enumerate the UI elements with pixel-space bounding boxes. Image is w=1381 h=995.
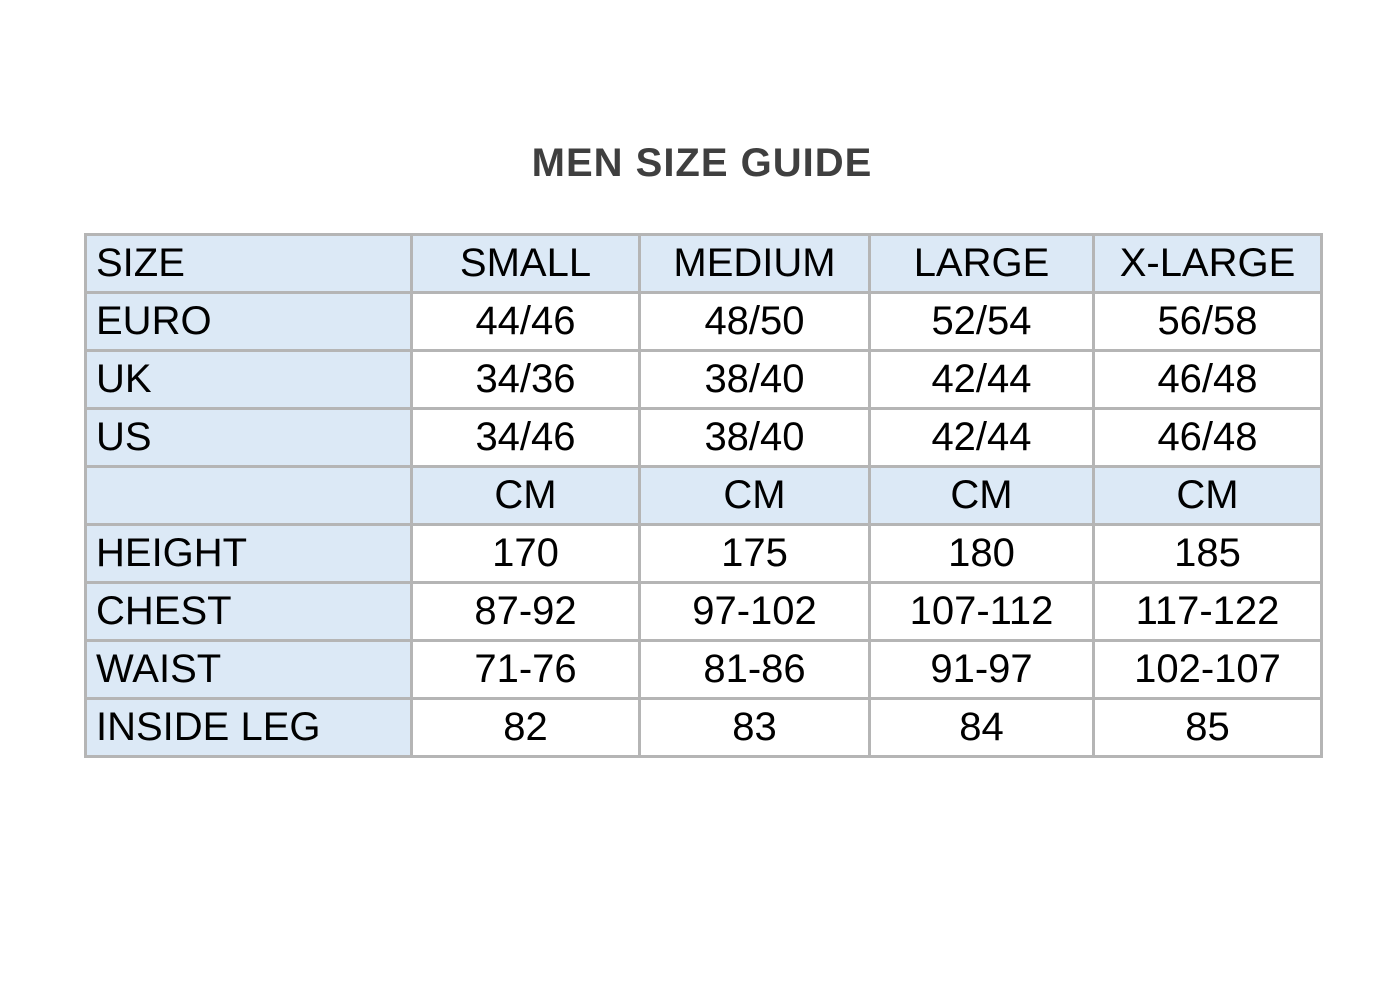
size-value-cell: 52/54: [868, 291, 1095, 352]
size-value-cell: 46/48: [1092, 349, 1323, 410]
table-row-height: HEIGHT 170 175 180 185: [84, 523, 1323, 584]
size-value-cell: 81-86: [638, 639, 871, 700]
size-value-cell: 91-97: [868, 639, 1095, 700]
size-value-cell: 107-112: [868, 581, 1095, 642]
size-value-cell: 87-92: [410, 581, 641, 642]
unit-cell: CM: [868, 465, 1095, 526]
column-header-size: SIZE: [84, 233, 413, 294]
column-header-x-large: X-LARGE: [1092, 233, 1323, 294]
size-value-cell: 180: [868, 523, 1095, 584]
table-row-euro: EURO 44/46 48/50 52/54 56/58: [84, 291, 1323, 352]
size-value-cell: 97-102: [638, 581, 871, 642]
table-row-cm-units: CM CM CM CM: [84, 465, 1323, 526]
size-value-cell: 42/44: [868, 349, 1095, 410]
row-label-inside-leg: INSIDE LEG: [84, 697, 413, 758]
size-value-cell: 38/40: [638, 349, 871, 410]
size-value-cell: 48/50: [638, 291, 871, 352]
size-value-cell: 83: [638, 697, 871, 758]
size-value-cell: 34/36: [410, 349, 641, 410]
row-label-euro: EURO: [84, 291, 413, 352]
column-header-small: SMALL: [410, 233, 641, 294]
size-value-cell: 46/48: [1092, 407, 1323, 468]
size-value-cell: 170: [410, 523, 641, 584]
row-label-us: US: [84, 407, 413, 468]
size-value-cell: 38/40: [638, 407, 871, 468]
header-row: SIZE SMALL MEDIUM LARGE X-LARGE: [84, 233, 1323, 294]
size-value-cell: 185: [1092, 523, 1323, 584]
row-label-height: HEIGHT: [84, 523, 413, 584]
unit-cell: CM: [638, 465, 871, 526]
page-title: MEN SIZE GUIDE: [531, 141, 873, 185]
row-label-empty: [84, 465, 413, 526]
size-value-cell: 44/46: [410, 291, 641, 352]
size-value-cell: 34/46: [410, 407, 641, 468]
row-label-chest: CHEST: [84, 581, 413, 642]
size-value-cell: 71-76: [410, 639, 641, 700]
size-value-cell: 117-122: [1092, 581, 1323, 642]
unit-cell: CM: [410, 465, 641, 526]
size-value-cell: 84: [868, 697, 1095, 758]
row-label-uk: UK: [84, 349, 413, 410]
size-value-cell: 82: [410, 697, 641, 758]
table-row-inside-leg: INSIDE LEG 82 83 84 85: [84, 697, 1323, 758]
table-row-uk: UK 34/36 38/40 42/44 46/48: [84, 349, 1323, 410]
column-header-medium: MEDIUM: [638, 233, 871, 294]
size-value-cell: 85: [1092, 697, 1323, 758]
size-guide-table: SIZE SMALL MEDIUM LARGE X-LARGE EURO 44/…: [84, 233, 1323, 758]
size-value-cell: 42/44: [868, 407, 1095, 468]
row-label-waist: WAIST: [84, 639, 413, 700]
column-header-large: LARGE: [868, 233, 1095, 294]
size-value-cell: 175: [638, 523, 871, 584]
size-value-cell: 56/58: [1092, 291, 1323, 352]
table-row-us: US 34/46 38/40 42/44 46/48: [84, 407, 1323, 468]
table-row-chest: CHEST 87-92 97-102 107-112 117-122: [84, 581, 1323, 642]
size-value-cell: 102-107: [1092, 639, 1323, 700]
table-row-waist: WAIST 71-76 81-86 91-97 102-107: [84, 639, 1323, 700]
unit-cell: CM: [1092, 465, 1323, 526]
